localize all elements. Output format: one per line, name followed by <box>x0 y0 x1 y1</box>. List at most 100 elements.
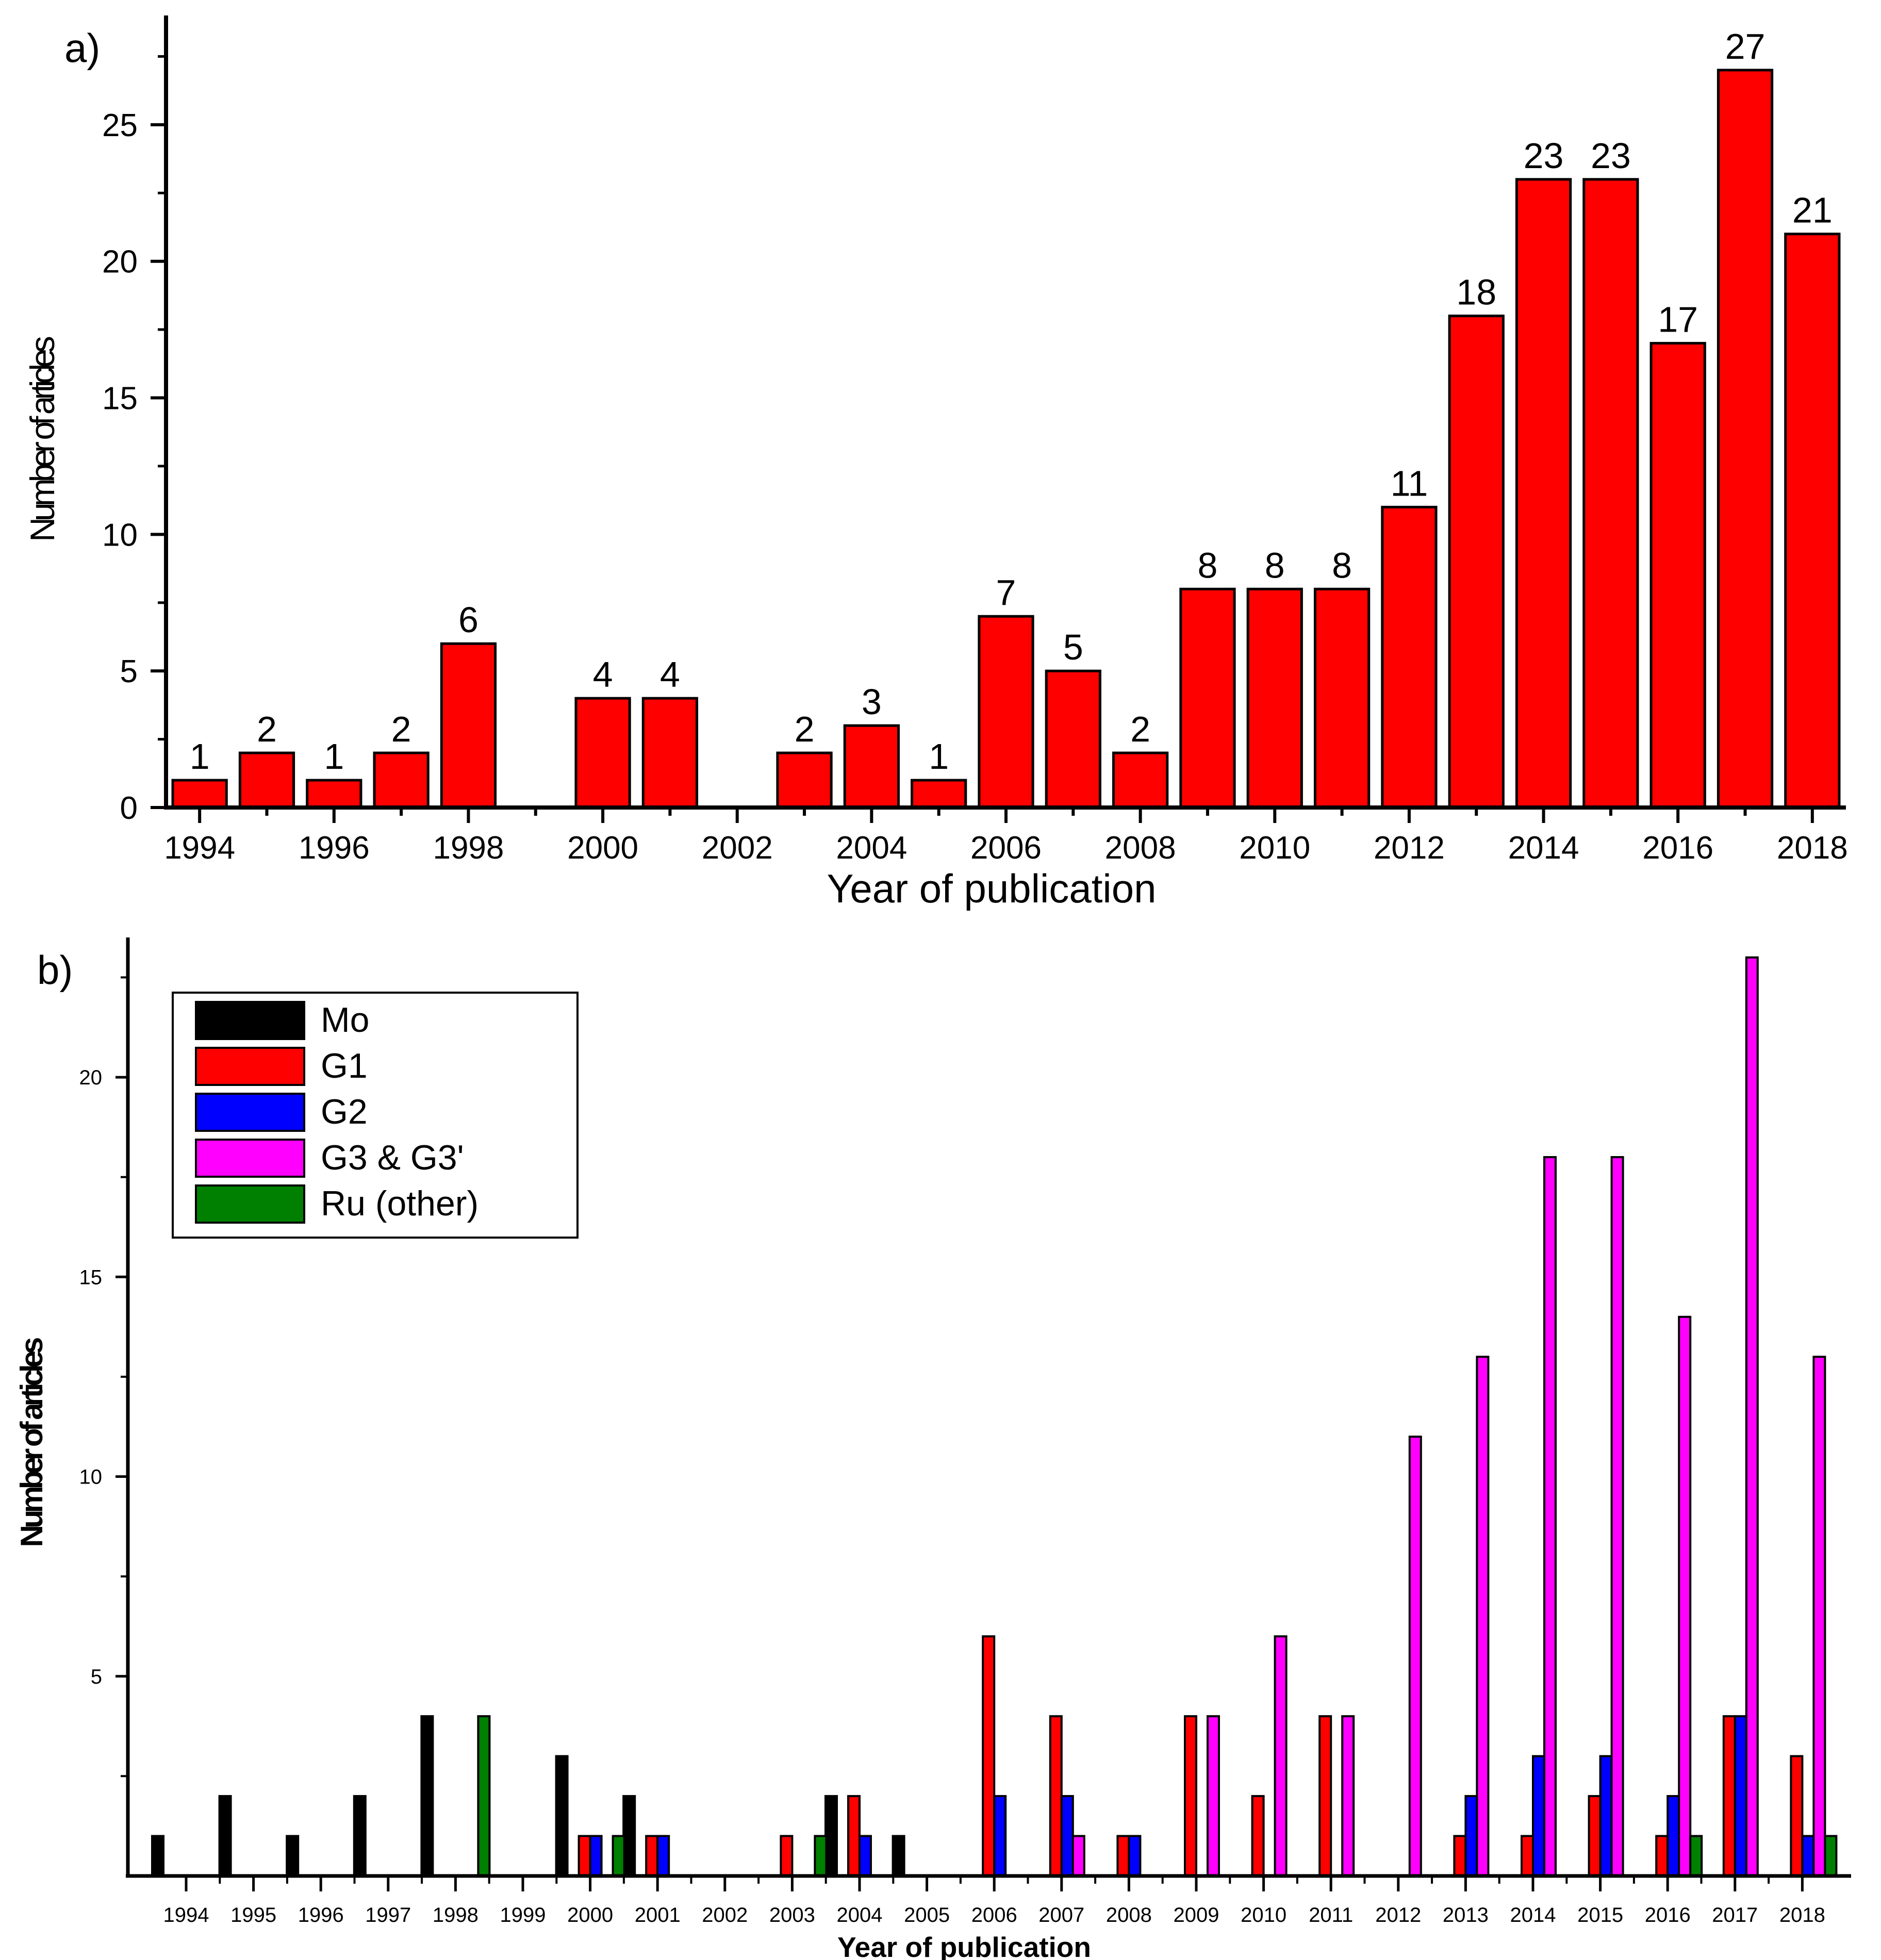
data-label-2004: 3 <box>862 682 882 722</box>
y-tick-label: 5 <box>91 1666 102 1688</box>
bar-g1-2013 <box>1453 1835 1467 1877</box>
bar-g2-2004 <box>859 1835 872 1877</box>
bar-2003 <box>776 751 833 809</box>
bar-2006 <box>978 615 1034 809</box>
x-tick-label: 2004 <box>836 830 907 866</box>
legend-swatch <box>195 1184 305 1224</box>
bar-g3-g3--2017 <box>1745 956 1759 1877</box>
x-tick-label: 2017 <box>1712 1904 1758 1926</box>
data-label-1995: 2 <box>257 709 277 749</box>
legend-swatch <box>195 1093 305 1132</box>
bar-ru-other--1998 <box>477 1715 491 1877</box>
x-tick-label: 2018 <box>1779 1904 1825 1926</box>
bar-g1-2017 <box>1722 1715 1736 1877</box>
bar-ru-other--2000 <box>612 1835 625 1877</box>
bar-2010 <box>1246 587 1303 809</box>
y-tick-label: 0 <box>120 790 138 826</box>
legend-entry: G1 <box>321 1046 368 1085</box>
x-tick-label: 1995 <box>230 1904 276 1926</box>
data-label-2015: 23 <box>1591 136 1631 176</box>
bar-g2-2017 <box>1734 1715 1747 1877</box>
bar-g3-g3--2010 <box>1274 1635 1288 1877</box>
data-label-2008: 2 <box>1130 709 1150 749</box>
data-label-2006: 7 <box>996 572 1016 613</box>
bar-g3-g3--2011 <box>1341 1715 1355 1877</box>
data-label-2005: 1 <box>929 736 949 777</box>
x-tick-label: 2011 <box>1309 1904 1353 1926</box>
bar-g3-g3--2007 <box>1071 1835 1085 1877</box>
y-tick-label: 5 <box>120 654 138 689</box>
x-tick-label: 1998 <box>433 1904 478 1926</box>
bar-mo-1995 <box>218 1795 232 1877</box>
bar-2005 <box>911 779 967 809</box>
bar-1994 <box>171 779 228 809</box>
data-label-2017: 27 <box>1725 26 1766 67</box>
bar-ru-other--2018 <box>1824 1835 1838 1877</box>
bar-g3-g3--2016 <box>1678 1315 1692 1877</box>
data-label-2012: 11 <box>1391 463 1428 503</box>
bar-g2-2014 <box>1532 1755 1545 1877</box>
x-tick-label: 1997 <box>365 1904 411 1926</box>
bar-g2-2013 <box>1464 1795 1478 1877</box>
legend-swatch <box>195 1047 305 1086</box>
x-tick-label: 2005 <box>904 1904 950 1926</box>
bar-g1-2010 <box>1251 1795 1265 1877</box>
x-tick-label: 2006 <box>970 830 1042 866</box>
data-label-1994: 1 <box>190 736 210 777</box>
bar-g1-2011 <box>1318 1715 1332 1877</box>
data-label-1996: 1 <box>324 736 344 777</box>
x-tick-label: 1998 <box>433 830 504 866</box>
x-tick-label: 1996 <box>299 830 370 866</box>
bar-g3-g3--2018 <box>1812 1356 1826 1877</box>
y-tick-label: 15 <box>79 1266 103 1289</box>
bar-mo-2000 <box>555 1755 569 1877</box>
bar-2009 <box>1179 587 1236 809</box>
x-tick-label: 2014 <box>1508 830 1579 866</box>
data-label-2009: 8 <box>1197 545 1217 585</box>
x-tick-label: 2013 <box>1443 1904 1489 1926</box>
bar-g2-2018 <box>1801 1835 1815 1877</box>
bar-2011 <box>1313 587 1371 809</box>
panel-a-x-tick-labels: 1994 1996 1998 2000 2002 2004 2006 2008 2010 2012… <box>164 830 1848 866</box>
y-tick-label: 20 <box>102 244 138 280</box>
data-label-2000: 4 <box>593 654 613 695</box>
data-label-2018: 21 <box>1792 190 1833 230</box>
bar-g1-2007 <box>1049 1715 1063 1877</box>
x-tick-label: 2007 <box>1038 1904 1084 1926</box>
bar-g1-2015 <box>1588 1795 1602 1877</box>
bar-g1-2014 <box>1521 1835 1534 1877</box>
bar-g2-2007 <box>1060 1795 1074 1877</box>
y-tick-label: 20 <box>79 1066 103 1089</box>
bar-g2-2001 <box>656 1835 670 1877</box>
bar-g3-g3--2012 <box>1408 1436 1422 1877</box>
data-label-2003: 2 <box>795 709 815 749</box>
legend-entry: G2 <box>321 1092 368 1131</box>
bar-g1-2006 <box>982 1635 996 1877</box>
bar-2018 <box>1784 233 1841 809</box>
x-tick-label: 2015 <box>1577 1904 1623 1926</box>
x-tick-label: 1996 <box>298 1904 344 1926</box>
bar-1995 <box>238 751 295 809</box>
bar-ru-other--2003 <box>814 1835 828 1877</box>
legend-swatch <box>195 1139 305 1178</box>
x-tick-label: 2008 <box>1105 830 1176 866</box>
legend-entry: Mo <box>321 1000 369 1040</box>
bar-g1-2004 <box>847 1795 861 1877</box>
chart-panel-b: b) Number of articles Year of publicatio… <box>14 937 1851 1960</box>
bar-1997 <box>373 751 430 809</box>
x-tick-label: 2008 <box>1106 1904 1152 1926</box>
bar-mo-1994 <box>151 1835 164 1877</box>
legend-swatch <box>195 1001 305 1040</box>
bar-2001 <box>641 697 699 809</box>
chart-panel-a: a) Number of articles Year of publicatio… <box>23 15 1848 911</box>
panel-a-y-tick-labels: 0 5 10 15 20 25 <box>102 108 138 826</box>
panel-a-y-axis-label: Number of articles <box>23 337 61 542</box>
x-tick-label: 2018 <box>1777 830 1848 866</box>
panel-b-ticks <box>116 976 1804 1891</box>
panel-b-label: b) <box>37 947 73 993</box>
x-tick-label: 2012 <box>1375 1904 1421 1926</box>
x-tick-label: 2002 <box>702 1904 748 1926</box>
bar-g3-g3--2009 <box>1207 1715 1220 1877</box>
data-label-2001: 4 <box>660 654 680 695</box>
